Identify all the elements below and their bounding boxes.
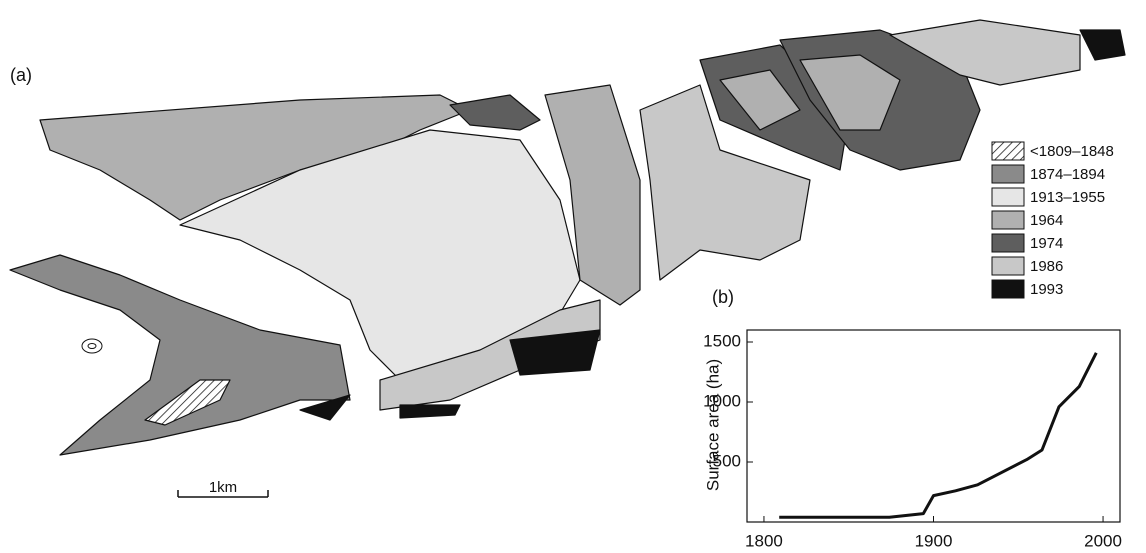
y-axis-label: Surface area (ha) (703, 359, 722, 491)
map-region (400, 405, 460, 418)
legend-label: <1809–1848 (1030, 143, 1114, 160)
y-tick-label: 1000 (703, 391, 741, 410)
x-tick-label: 1800 (745, 531, 783, 550)
scale-label: 1km (209, 479, 237, 496)
legend-label: 1986 (1030, 258, 1063, 275)
y-tick-label: 1500 (703, 331, 741, 350)
data-line (779, 353, 1096, 517)
legend-swatch (992, 165, 1024, 183)
legend-label: 1964 (1030, 212, 1063, 229)
legend-swatch (992, 257, 1024, 275)
map-region (1080, 30, 1125, 60)
legend-label: 1874–1894 (1030, 166, 1105, 183)
legend-label: 1974 (1030, 235, 1063, 252)
legend-swatch (992, 142, 1024, 160)
y-tick-label: 500 (713, 451, 741, 470)
legend-swatch (992, 234, 1024, 252)
panel-label: (a) (10, 65, 32, 85)
plot-frame (747, 330, 1120, 522)
figure: (a) 1km (b) Surface area (ha) <1809–1848… (0, 0, 1146, 553)
map-region (450, 95, 540, 130)
x-tick-label: 1900 (915, 531, 953, 550)
map-islet (88, 344, 96, 349)
x-tick-label: 2000 (1084, 531, 1122, 550)
map-region (10, 255, 350, 455)
legend-label: 1993 (1030, 281, 1063, 298)
legend-label: 1913–1955 (1030, 189, 1105, 206)
legend-swatch (992, 211, 1024, 229)
panel-label: (b) (712, 287, 734, 307)
legend-swatch (992, 188, 1024, 206)
map (10, 20, 1125, 455)
legend-swatch (992, 280, 1024, 298)
